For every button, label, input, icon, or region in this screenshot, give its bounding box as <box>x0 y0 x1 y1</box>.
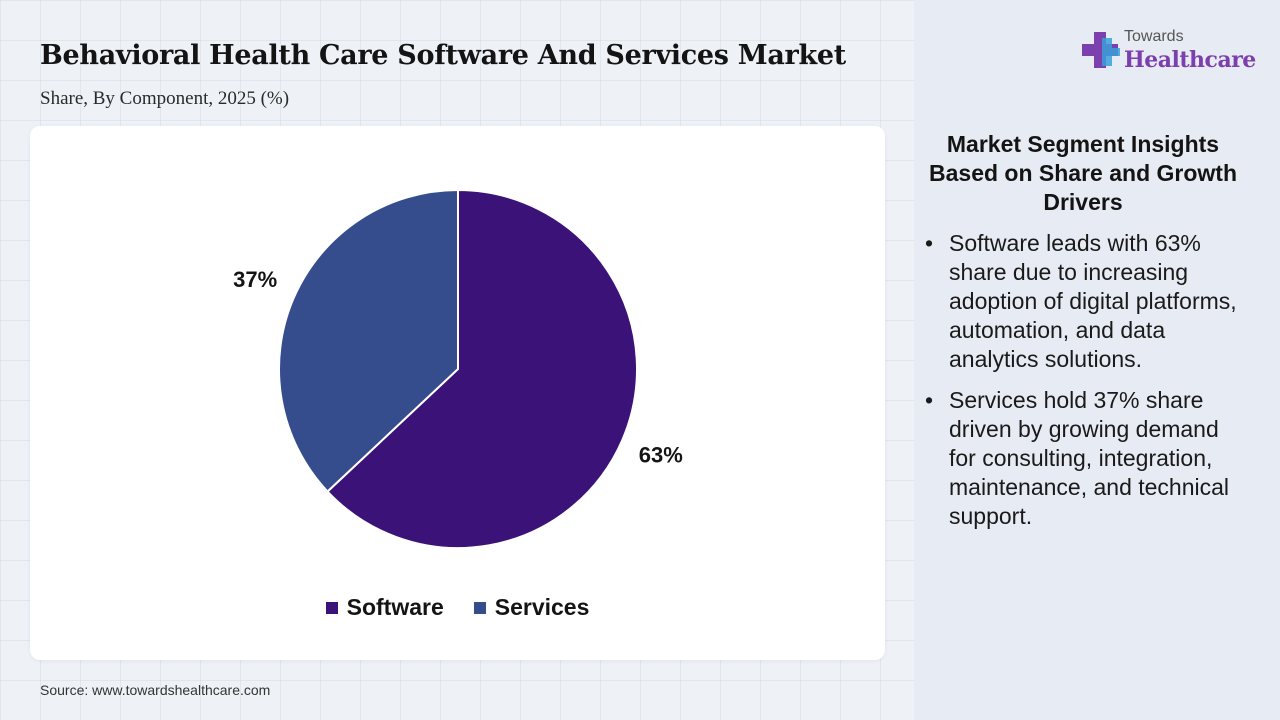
page-subtitle: Share, By Component, 2025 (%) <box>40 88 290 109</box>
data-label-services: 37% <box>233 267 277 292</box>
brand-logo: Towards Healthcare <box>1080 28 1260 78</box>
bullet-icon: • <box>925 230 934 256</box>
insights-title: Market Segment Insights Based on Share a… <box>929 131 1237 215</box>
page-title: Behavioral Health Care Software And Serv… <box>40 40 846 71</box>
logo-text-towards: Towards <box>1124 28 1184 45</box>
insights-list: • Software leads with 63% share due to in… <box>920 229 1250 543</box>
legend-label-services: Services <box>494 594 590 620</box>
legend-item-software: Software <box>325 594 444 621</box>
medical-cross-icon <box>1082 32 1120 68</box>
pie-slice-software <box>326 188 638 549</box>
data-label-software: 63% <box>639 443 683 468</box>
chart-card: 63% 37% Software Services <box>30 126 885 660</box>
bullet-icon: • <box>925 387 934 413</box>
insight-text: Software leads with 63% share due to inc… <box>949 230 1237 372</box>
legend-swatch-services <box>473 601 486 614</box>
logo-text-healthcare: Healthcare <box>1124 47 1256 73</box>
source-note: Source: www.towardshealthcare.com <box>40 682 271 698</box>
insights-panel <box>914 0 1280 720</box>
chart-legend: Software Services <box>30 594 885 621</box>
pie-slice-services <box>278 188 459 493</box>
insight-item: • Services hold 37% share driven by growi… <box>920 386 1250 531</box>
pie-chart: 63% 37% <box>233 188 683 549</box>
legend-item-services: Services <box>473 594 590 621</box>
legend-swatch-software <box>325 601 338 614</box>
legend-label-software: Software <box>346 594 444 620</box>
insight-item: • Software leads with 63% share due to in… <box>920 229 1250 374</box>
insight-text: Services hold 37% share driven by growin… <box>949 387 1230 529</box>
